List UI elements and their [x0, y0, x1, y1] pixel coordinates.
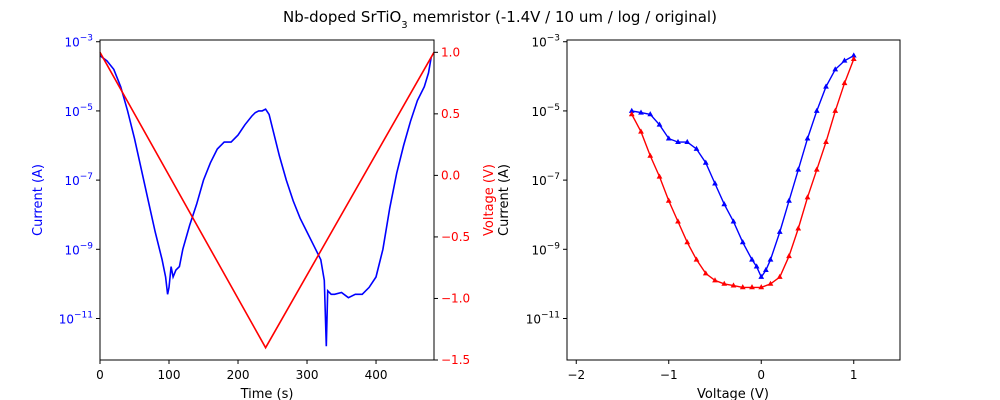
forward-sweep-point: [753, 263, 760, 269]
left-x-tick-label: 300: [296, 368, 319, 382]
left-y2-tick-label: 1.0: [441, 45, 460, 59]
left-ylabel: Current (A): [31, 164, 46, 236]
left-y2-tick-label: 0.0: [441, 168, 460, 182]
reverse-sweep-point: [823, 138, 829, 144]
reverse-sweep-point: [730, 282, 737, 288]
forward-sweep-point: [739, 239, 746, 245]
left-y2-tick-label: −1.5: [441, 353, 470, 367]
right-y-tick-label: 10−7: [531, 172, 560, 188]
forward-sweep-point: [647, 111, 654, 117]
forward-sweep-point: [712, 180, 718, 186]
right-plot-area: [628, 52, 857, 290]
reverse-sweep-point: [712, 277, 718, 283]
current-series-line: [99, 54, 432, 347]
left-panel: 0 100 200 300 400 10−3 10−5 10−7 10−9 10−11 1.0 0…: [31, 34, 497, 400]
reverse-sweep-point: [795, 225, 802, 231]
reverse-sweep-point: [675, 218, 681, 224]
left-x-ticks: 0 100 200 300 400: [96, 360, 387, 382]
right-x-tick-label: 1: [850, 368, 858, 382]
figure-title: Nb-doped SrTiO3 memristor (-1.4V / 10 um…: [283, 8, 717, 31]
forward-sweep-point: [786, 197, 792, 203]
reverse-sweep-point: [813, 166, 820, 172]
left-y2label: Voltage (V): [482, 164, 497, 236]
right-xlabel: Voltage (V): [697, 387, 769, 400]
left-y-tick-label: 10−9: [64, 241, 93, 257]
reverse-sweep-point: [850, 55, 857, 61]
left-y2-tick-label: −1.0: [441, 291, 470, 305]
right-y-tick-label: 10−9: [531, 241, 560, 257]
reverse-sweep-point: [804, 194, 811, 200]
forward-sweep-point: [758, 273, 765, 279]
reverse-sweep-line: [631, 58, 855, 289]
left-xlabel: Time (s): [240, 387, 294, 400]
forward-sweep-point: [665, 135, 672, 141]
forward-sweep-point: [628, 107, 635, 113]
reverse-sweep-point: [739, 284, 746, 290]
reverse-sweep-point: [656, 173, 663, 179]
forward-sweep-point: [730, 218, 737, 224]
right-ylabel: Current (A): [497, 164, 512, 236]
left-y-tick-label: 10−7: [64, 172, 93, 188]
forward-sweep-point: [675, 138, 681, 144]
left-axes-frame: [99, 39, 435, 361]
reverse-sweep-point: [684, 239, 691, 245]
right-y-ticks: 10−3 10−5 10−7 10−9 10−11: [526, 34, 567, 326]
left-y2-tick-label: 0.5: [441, 107, 460, 121]
forward-sweep-point: [776, 228, 783, 234]
reverse-sweep-point: [665, 197, 672, 203]
forward-sweep-point: [638, 109, 644, 115]
reverse-sweep-point: [693, 256, 700, 262]
forward-sweep-point: [850, 52, 857, 58]
forward-sweep-point: [767, 256, 774, 262]
forward-sweep-point: [702, 159, 709, 165]
left-y-tick-label: 10−3: [64, 34, 93, 50]
reverse-sweep-point: [758, 284, 765, 290]
right-x-tick-label: −2: [567, 368, 585, 382]
right-panel: −2 −1 0 1 10−3 10−5 10−7 10−9 10−11 Voltage (V)…: [497, 34, 901, 400]
forward-sweep-point: [762, 266, 769, 272]
right-y-tick-label: 10−5: [531, 103, 560, 119]
reverse-sweep-point: [749, 284, 755, 290]
forward-sweep-point: [749, 256, 755, 262]
left-x-tick-label: 200: [227, 368, 250, 382]
forward-sweep-point: [693, 145, 700, 151]
left-y2-ticks: 1.0 0.5 0.0 −0.5 −1.0 −1.5: [434, 45, 470, 367]
forward-sweep-point: [684, 138, 691, 144]
reverse-sweep-point: [647, 152, 654, 158]
left-x-tick-label: 400: [365, 368, 388, 382]
reverse-sweep-point: [767, 280, 774, 286]
reverse-sweep-point: [832, 107, 839, 113]
left-x-tick-label: 0: [96, 368, 104, 382]
forward-sweep-point: [656, 121, 663, 127]
reverse-sweep-point: [786, 253, 792, 259]
voltage-series-line: [99, 51, 435, 350]
reverse-sweep-point: [776, 273, 783, 279]
right-x-ticks: −2 −1 0 1: [567, 360, 858, 382]
left-plot-area: [99, 51, 435, 350]
forward-sweep-point: [832, 66, 839, 72]
left-x-tick-label: 100: [158, 368, 181, 382]
left-y-ticks: 10−3 10−5 10−7 10−9 10−11: [59, 34, 100, 326]
right-x-tick-label: 0: [757, 368, 765, 382]
forward-sweep-point: [823, 83, 829, 89]
reverse-sweep-point: [628, 111, 635, 117]
forward-sweep-point: [721, 201, 728, 207]
left-y-tick-label: 10−11: [59, 310, 93, 326]
right-axes-frame: [566, 39, 901, 361]
right-x-tick-label: −1: [660, 368, 678, 382]
forward-sweep-point: [841, 57, 848, 63]
forward-sweep-point: [795, 166, 802, 172]
reverse-sweep-point: [638, 128, 644, 134]
reverse-sweep-point: [841, 80, 848, 86]
left-y2-tick-label: −0.5: [441, 230, 470, 244]
right-y-tick-label: 10−11: [526, 310, 560, 326]
right-y-tick-label: 10−3: [531, 34, 560, 50]
forward-sweep-point: [813, 107, 820, 113]
left-y-tick-label: 10−5: [64, 103, 93, 119]
reverse-sweep-point: [702, 270, 709, 276]
forward-sweep-point: [804, 135, 811, 141]
reverse-sweep-point: [721, 280, 728, 286]
